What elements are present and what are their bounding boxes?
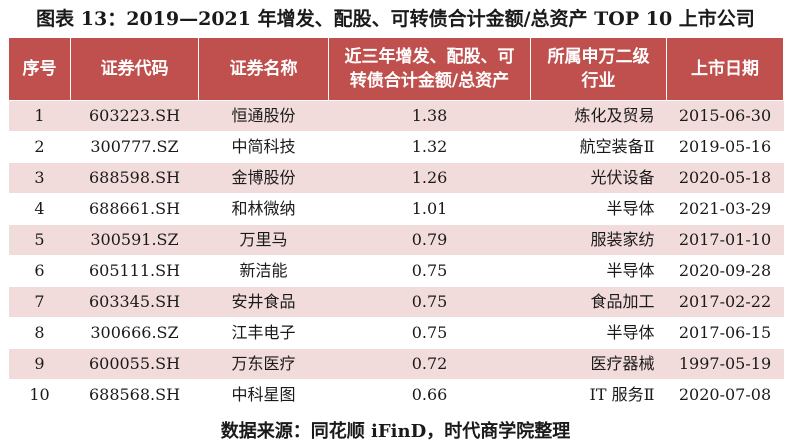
cell-index: 8	[8, 317, 71, 349]
cell-industry: 炼化及贸易	[530, 100, 667, 132]
cell-ratio: 0.79	[328, 224, 531, 256]
cell-index: 9	[8, 348, 71, 380]
cell-date: 2017-06-15	[666, 317, 784, 349]
cell-date: 2017-02-22	[666, 286, 784, 318]
cell-industry: IT 服务Ⅱ	[530, 379, 667, 410]
cell-date: 2015-06-30	[666, 100, 784, 132]
header-name: 证券名称	[198, 38, 329, 101]
data-source-note: 数据来源：同花顺 iFinD，时代商学院整理	[220, 421, 571, 442]
table-row: 4 688661.SH 和林微纳 1.01 半导体 2021-03-29	[8, 193, 784, 225]
cell-code: 300666.SZ	[70, 317, 199, 349]
cell-index: 2	[8, 131, 71, 163]
cell-industry: 半导体	[530, 193, 667, 225]
cell-industry: 半导体	[530, 317, 667, 349]
cell-name: 中科星图	[198, 379, 329, 410]
cell-industry: 半导体	[530, 255, 667, 287]
cell-ratio: 1.32	[328, 131, 531, 163]
cell-code: 603345.SH	[70, 286, 199, 318]
cell-industry: 食品加工	[530, 286, 667, 318]
cell-code: 688568.SH	[70, 379, 199, 410]
cell-code: 300777.SZ	[70, 131, 199, 163]
cell-name: 万东医疗	[198, 348, 329, 380]
cell-ratio: 1.38	[328, 100, 531, 132]
cell-index: 5	[8, 224, 71, 256]
cell-industry: 航空装备Ⅱ	[530, 131, 667, 163]
cell-ratio: 0.72	[328, 348, 531, 380]
table-header-row: 序号 证券代码 证券名称 近三年增发、配股、可 转债合计金额/总资产 所属申万二…	[8, 38, 784, 101]
table-row: 7 603345.SH 安井食品 0.75 食品加工 2017-02-22	[8, 286, 784, 318]
table-body: 1 603223.SH 恒通股份 1.38 炼化及贸易 2015-06-30 2 300777…	[8, 100, 784, 410]
cell-date: 2020-07-08	[666, 379, 784, 410]
cell-industry: 服装家纺	[530, 224, 667, 256]
table-row: 1 603223.SH 恒通股份 1.38 炼化及贸易 2015-06-30	[8, 100, 784, 132]
cell-name: 江丰电子	[198, 317, 329, 349]
cell-name: 金博股份	[198, 162, 329, 194]
cell-ratio: 1.26	[328, 162, 531, 194]
header-ratio-line2: 转债合计金额/总资产	[349, 71, 510, 91]
table-row: 5 300591.SZ 万里马 0.79 服装家纺 2017-01-10	[8, 224, 784, 256]
cell-code: 688598.SH	[70, 162, 199, 194]
cell-code: 603223.SH	[70, 100, 199, 132]
cell-industry: 光伏设备	[530, 162, 667, 194]
table-row: 8 300666.SZ 江丰电子 0.75 半导体 2017-06-15	[8, 317, 784, 349]
cell-ratio: 0.75	[328, 255, 531, 287]
header-date: 上市日期	[666, 38, 784, 101]
cell-date: 1997-05-19	[666, 348, 784, 380]
cell-date: 2017-01-10	[666, 224, 784, 256]
cell-index: 10	[8, 379, 71, 410]
cell-ratio: 0.66	[328, 379, 531, 410]
top10-table: 序号 证券代码 证券名称 近三年增发、配股、可 转债合计金额/总资产 所属申万二…	[8, 38, 784, 410]
cell-ratio: 0.75	[328, 317, 531, 349]
cell-date: 2019-05-16	[666, 131, 784, 163]
cell-industry: 医疗器械	[530, 348, 667, 380]
cell-index: 4	[8, 193, 71, 225]
cell-date: 2020-09-28	[666, 255, 784, 287]
cell-date: 2020-05-18	[666, 162, 784, 194]
header-ratio-line1: 近三年增发、配股、可	[344, 47, 515, 67]
cell-index: 3	[8, 162, 71, 194]
cell-name: 新洁能	[198, 255, 329, 287]
cell-ratio: 0.75	[328, 286, 531, 318]
header-industry-line1: 所属申万二级	[547, 47, 650, 67]
cell-name: 万里马	[198, 224, 329, 256]
cell-name: 恒通股份	[198, 100, 329, 132]
header-index: 序号	[8, 38, 71, 101]
cell-index: 6	[8, 255, 71, 287]
header-industry: 所属申万二级 行业	[530, 38, 667, 101]
cell-name: 安井食品	[198, 286, 329, 318]
header-code: 证券代码	[70, 38, 199, 101]
table-row: 10 688568.SH 中科星图 0.66 IT 服务Ⅱ 2020-07-08	[8, 379, 784, 410]
table-row: 6 605111.SH 新洁能 0.75 半导体 2020-09-28	[8, 255, 784, 287]
header-ratio: 近三年增发、配股、可 转债合计金额/总资产	[328, 38, 531, 101]
table-row: 3 688598.SH 金博股份 1.26 光伏设备 2020-05-18	[8, 162, 784, 194]
cell-ratio: 1.01	[328, 193, 531, 225]
cell-index: 1	[8, 100, 71, 132]
table-row: 9 600055.SH 万东医疗 0.72 医疗器械 1997-05-19	[8, 348, 784, 380]
cell-name: 中简科技	[198, 131, 329, 163]
cell-date: 2021-03-29	[666, 193, 784, 225]
cell-code: 688661.SH	[70, 193, 199, 225]
table-row: 2 300777.SZ 中简科技 1.32 航空装备Ⅱ 2019-05-16	[8, 131, 784, 163]
cell-name: 和林微纳	[198, 193, 329, 225]
cell-code: 300591.SZ	[70, 224, 199, 256]
cell-code: 605111.SH	[70, 255, 199, 287]
header-industry-line2: 行业	[581, 71, 616, 91]
cell-code: 600055.SH	[70, 348, 199, 380]
figure-title: 图表 13：2019—2021 年增发、配股、可转债合计金额/总资产 TOP 1…	[36, 8, 755, 30]
cell-index: 7	[8, 286, 71, 318]
